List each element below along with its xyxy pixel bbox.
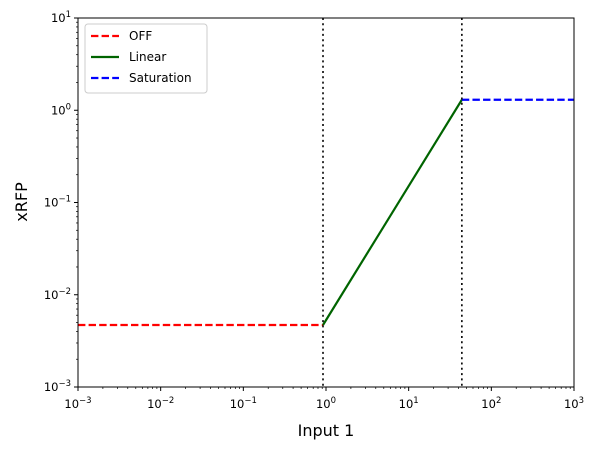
- series-line-linear: [322, 99, 463, 326]
- x-axis-ticks: 10−3 10−2 10−1 100 101 102 103: [64, 387, 584, 411]
- x-axis-title: Input 1: [298, 421, 355, 440]
- y-tick-label: 10−3: [44, 379, 71, 394]
- series-layer: [78, 98, 574, 327]
- y-tick-label: 10−1: [44, 195, 71, 210]
- x-tick-label: 10−1: [230, 396, 257, 411]
- legend-label-off: OFF: [129, 29, 152, 43]
- x-tick-label: 103: [564, 396, 584, 411]
- y-axis-title: xRFP: [12, 182, 31, 222]
- legend: OFF Linear Saturation: [84, 23, 208, 94]
- y-tick-label: 101: [51, 10, 71, 25]
- legend-box: [84, 23, 208, 94]
- legend-label-linear: Linear: [129, 50, 166, 64]
- x-tick-label: 102: [481, 396, 501, 411]
- x-tick-label: 101: [399, 396, 419, 411]
- legend-label-saturation: Saturation: [129, 71, 192, 85]
- x-tick-label: 10−2: [147, 396, 174, 411]
- vertical-lines-layer: [322, 18, 463, 387]
- y-tick-label: 10−2: [44, 287, 71, 302]
- x-tick-label: 100: [316, 396, 336, 411]
- y-tick-label: 100: [51, 102, 71, 117]
- y-axis-ticks: 10−3 10−2 10−1 100 101: [44, 10, 78, 394]
- x-tick-label: 10−3: [64, 396, 91, 411]
- legend-entries: OFF Linear Saturation: [91, 29, 192, 85]
